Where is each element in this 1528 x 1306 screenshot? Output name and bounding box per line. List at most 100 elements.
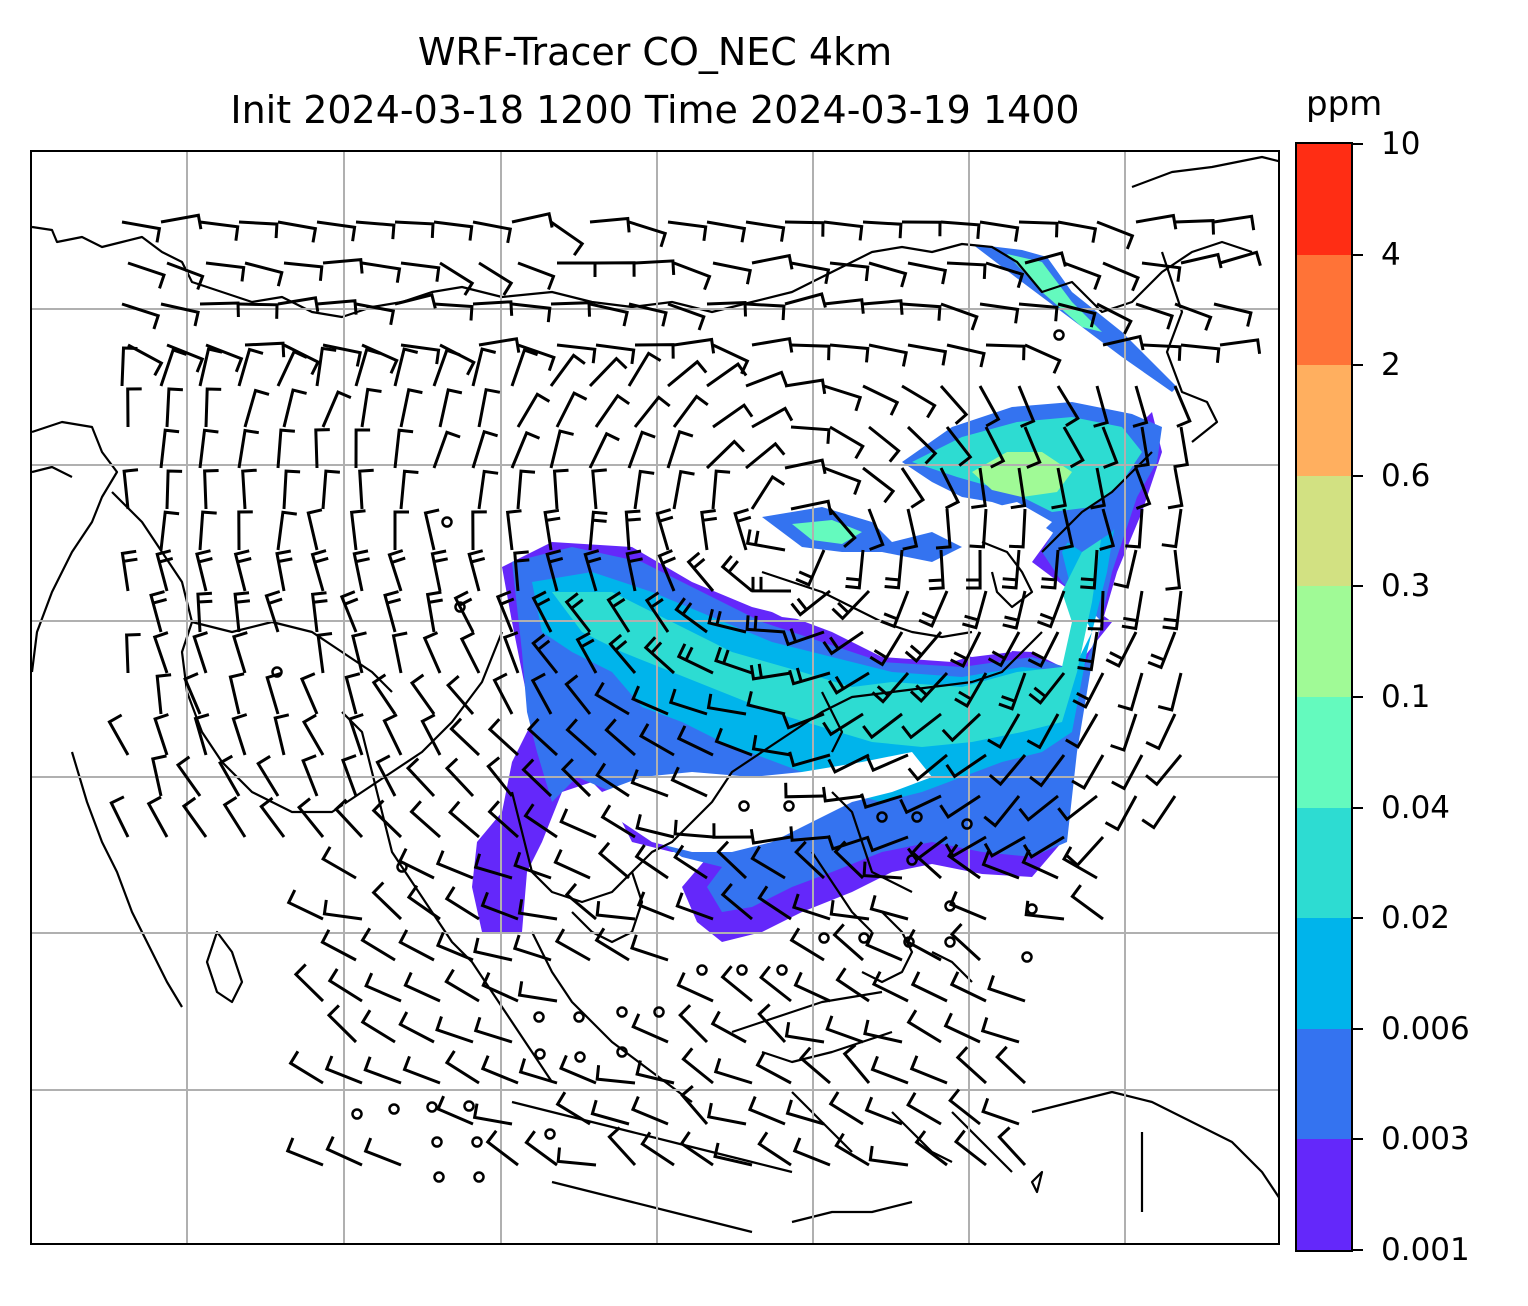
wind-barb: [231, 713, 248, 756]
wind-barb: [784, 1021, 825, 1044]
wind-barb: [750, 845, 786, 880]
wind-barb: [706, 300, 747, 317]
wind-barb: [825, 1015, 864, 1044]
wind-barb: [349, 509, 366, 551]
wind-barb: [557, 261, 597, 277]
wind-barb: [789, 927, 825, 962]
wind-barb: [203, 469, 219, 510]
colorbar-tick: [1353, 143, 1363, 145]
wind-barb: [1072, 672, 1105, 709]
wind-barb: [588, 510, 608, 551]
wind-barb: [549, 429, 574, 469]
plume-void-sea: [972, 502, 1052, 542]
wind-barb: [322, 899, 363, 921]
wind-barb: [238, 302, 279, 319]
wind-barb: [444, 757, 475, 798]
wind-barb: [543, 508, 561, 551]
wind-barb: [1080, 549, 1099, 590]
wind-barb: [906, 1092, 942, 1126]
wind-barb: [901, 712, 942, 740]
colorbar-tick: [1353, 1249, 1363, 1251]
calm-wind-circle: [903, 936, 915, 948]
wind-barb: [531, 590, 553, 633]
wind-barb: [901, 302, 942, 321]
calm-wind-circle: [818, 932, 830, 944]
wind-barb: [1027, 631, 1060, 668]
wind-barb: [477, 387, 501, 428]
wind-barb: [1093, 385, 1109, 428]
wind-barb: [831, 589, 871, 621]
wind-barb: [348, 713, 364, 756]
wind-barb: [276, 349, 308, 387]
wind-barb: [940, 302, 979, 331]
wind-barb: [655, 508, 674, 551]
wind-barb: [588, 356, 628, 388]
wind-barb: [673, 819, 714, 839]
wind-barb: [907, 343, 948, 366]
wind-barb: [1102, 261, 1140, 292]
wind-barb: [676, 971, 714, 1003]
wind-barb: [1147, 631, 1177, 670]
wind-barb: [510, 430, 541, 469]
wind-barb: [1213, 302, 1253, 327]
wind-barb: [871, 970, 909, 1003]
wind-barb: [193, 713, 210, 756]
calm-wind-circle: [1021, 951, 1033, 963]
wind-barb: [375, 754, 397, 797]
wind-barb: [198, 347, 223, 387]
calm-wind-circle: [426, 1101, 438, 1113]
wind-barb: [552, 468, 569, 510]
wind-barb: [971, 467, 987, 509]
wind-barb: [181, 796, 208, 838]
wind-barb: [120, 549, 138, 592]
wind-barb: [517, 261, 556, 291]
wind-barb: [955, 1046, 988, 1085]
wind-barb: [265, 672, 282, 715]
wind-barb: [473, 1016, 513, 1044]
wind-barb: [1134, 426, 1150, 469]
wind-barb: [822, 712, 864, 737]
wind-barb: [589, 302, 629, 327]
wind-barb: [1018, 302, 1059, 322]
wind-barb: [564, 674, 592, 715]
wind-barb: [1099, 508, 1116, 551]
colorbar-tick-label: 0.02: [1381, 900, 1451, 937]
colorbar-unit-label: ppm: [1306, 84, 1383, 124]
colorbar-segment: [1297, 364, 1351, 476]
wind-barb: [444, 1050, 480, 1085]
wind-barb: [1066, 835, 1105, 868]
wind-barb: [1009, 508, 1027, 549]
wind-barb: [1111, 754, 1144, 791]
wind-barb: [1113, 549, 1138, 589]
wind-barb: [237, 510, 253, 551]
wind-barb: [635, 814, 675, 839]
wind-barb: [1145, 713, 1177, 751]
wind-barb: [745, 370, 788, 388]
wind-barb: [749, 828, 792, 845]
wind-barb: [1121, 590, 1144, 631]
wind-barb: [823, 220, 864, 241]
wind-barb: [1070, 884, 1104, 921]
wind-barb: [420, 713, 442, 756]
wind-barb: [657, 549, 676, 592]
wind-barb: [757, 1003, 787, 1044]
wind-barb: [564, 592, 592, 633]
wind-barb: [276, 510, 297, 551]
wind-barb: [159, 428, 180, 469]
wind-barb: [1165, 549, 1182, 591]
wind-barb: [860, 793, 903, 809]
wind-barb: [1173, 385, 1192, 428]
colorbar-tick-label: 10: [1381, 126, 1421, 162]
wind-barb: [1017, 385, 1036, 428]
wind-barb: [829, 900, 870, 921]
wind-barb: [322, 343, 362, 367]
wind-barb: [152, 631, 169, 674]
wind-barb: [472, 1103, 513, 1126]
wind-barb: [953, 1129, 987, 1167]
wind-barb: [358, 468, 374, 510]
wind-barb: [604, 718, 636, 757]
calm-wind-circle: [271, 666, 283, 678]
wind-barb: [636, 891, 675, 921]
calm-wind-circle: [351, 1108, 363, 1120]
wind-barb: [175, 755, 202, 797]
